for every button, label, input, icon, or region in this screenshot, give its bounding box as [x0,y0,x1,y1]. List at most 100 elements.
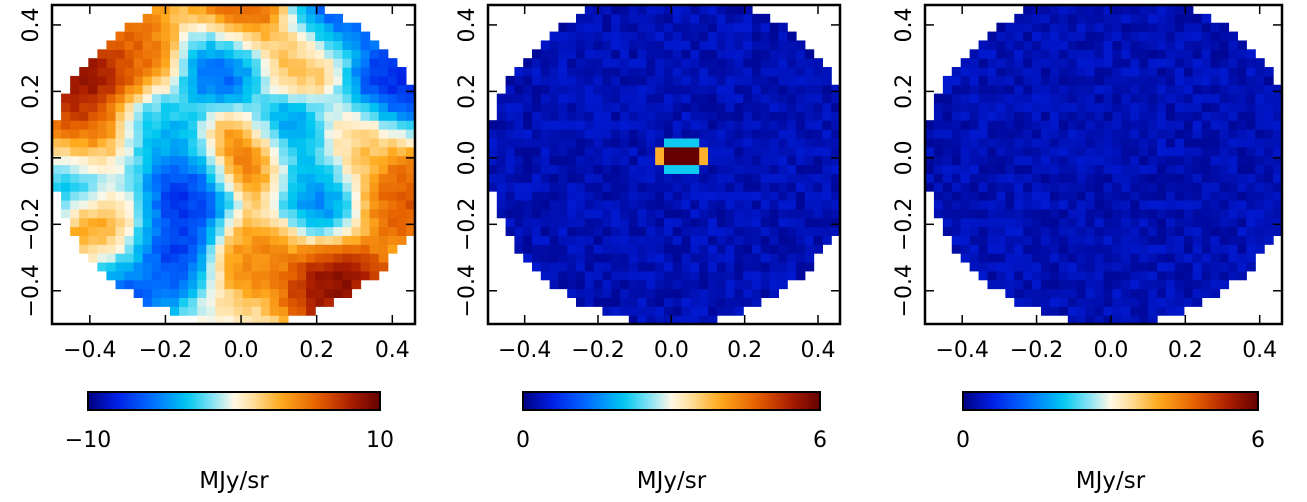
heatmap-cell [396,182,407,192]
heatmap-cell [1112,244,1122,254]
heatmap-cell [690,75,700,86]
heatmap-cell [743,40,753,50]
heatmap-cell [1148,84,1158,95]
heatmap-cell [88,102,98,112]
heatmap-cell [1049,49,1060,59]
heatmap-cell [1032,84,1042,95]
heatmap-cell [978,146,989,157]
heatmap-cell [369,235,380,245]
heatmap-cell [1165,261,1176,272]
heatmap-cell [699,120,709,130]
heatmap-cell [206,129,216,139]
heatmap-cell [611,146,621,157]
heatmap-cell [1264,67,1274,77]
heatmap-cell [760,226,771,236]
heatmap-cell [1219,217,1230,228]
heatmap-cell [179,84,189,95]
heatmap-cell [987,217,998,228]
heatmap-cell [787,137,797,148]
heatmap-cell [1058,270,1069,281]
heatmap-cell [664,297,674,307]
heatmap-cell [708,129,718,139]
heatmap-cell [133,58,144,68]
heatmap-cell [1219,49,1230,59]
heatmap-cell [233,75,244,86]
heatmap-cell [206,226,216,236]
heatmap-cell [1023,182,1033,192]
heatmap-cell [1183,217,1194,228]
heatmap-cell [169,288,180,299]
heatmap-cell [1121,270,1131,281]
heatmap-cell [708,261,718,272]
heatmap-cell [233,146,244,157]
heatmap-cell [1058,146,1069,157]
heatmap-cell [690,111,700,121]
heatmap-cell [567,67,577,77]
heatmap-cell [1130,155,1140,166]
heatmap-cell [760,67,771,77]
heatmap-cell [79,137,89,148]
heatmap-cell [1130,235,1140,245]
heatmap-cell [351,137,362,148]
heatmap-cell [690,137,700,148]
heatmap-cell [716,93,727,104]
heatmap-cell [637,261,647,272]
heatmap-cell [1067,297,1078,307]
heatmap-cell [315,13,325,24]
heatmap-cell [620,67,630,77]
y-tick-label: −0.2 [455,198,480,251]
heatmap-cell [387,120,398,130]
heatmap-cell [233,261,244,272]
heatmap-cell [822,102,832,112]
heatmap-cell [951,173,962,183]
heatmap-cell [151,22,162,33]
heatmap-cell [743,120,753,130]
heatmap-cell [1005,244,1015,254]
heatmap-cell [70,191,80,201]
heatmap-cell [1103,191,1114,201]
heatmap-cell [1165,173,1176,183]
heatmap-cell [813,217,823,228]
heatmap-cell [637,120,647,130]
heatmap-cell [996,270,1006,281]
heatmap-cell [1174,297,1185,307]
heatmap-cell [378,137,389,148]
heatmap-cell [1112,40,1122,50]
heatmap-cell [287,40,298,50]
heatmap-cell [233,40,244,50]
heatmap-cell [978,182,989,192]
heatmap-cell [387,199,398,210]
heatmap-cell [1210,279,1221,290]
heatmap-cell [1121,182,1131,192]
heatmap-cell [1041,270,1051,281]
heatmap-cell [1210,235,1221,245]
heatmap-cell [708,253,718,263]
heatmap-cell [996,102,1006,112]
heatmap-cell [151,235,162,245]
heatmap-cell [1192,13,1203,24]
heatmap-cell [124,22,135,33]
heatmap-cell [133,199,144,210]
heatmap-cell [628,164,639,174]
heatmap-cell [540,102,551,112]
heatmap-cell [699,102,709,112]
heatmap-cell [646,146,656,157]
heatmap-cell [496,137,507,148]
heatmap-cell [1237,120,1247,130]
heatmap-cell [549,49,559,59]
heatmap-cell [1183,137,1194,148]
heatmap-cell [1058,173,1069,183]
heatmap-cell [1201,164,1212,174]
heatmap-cell [124,253,135,263]
heatmap-cell [655,22,665,33]
heatmap-cell [1183,84,1194,95]
heatmap-cell [1085,173,1096,183]
heatmap-cell [269,102,280,112]
heatmap-cell [1067,93,1078,104]
heatmap-cell [315,182,325,192]
heatmap-cell [1041,67,1051,77]
heatmap-cell [124,49,135,59]
heatmap-cell [725,235,735,245]
heatmap-cell [960,120,971,130]
heatmap-cell [315,84,325,95]
